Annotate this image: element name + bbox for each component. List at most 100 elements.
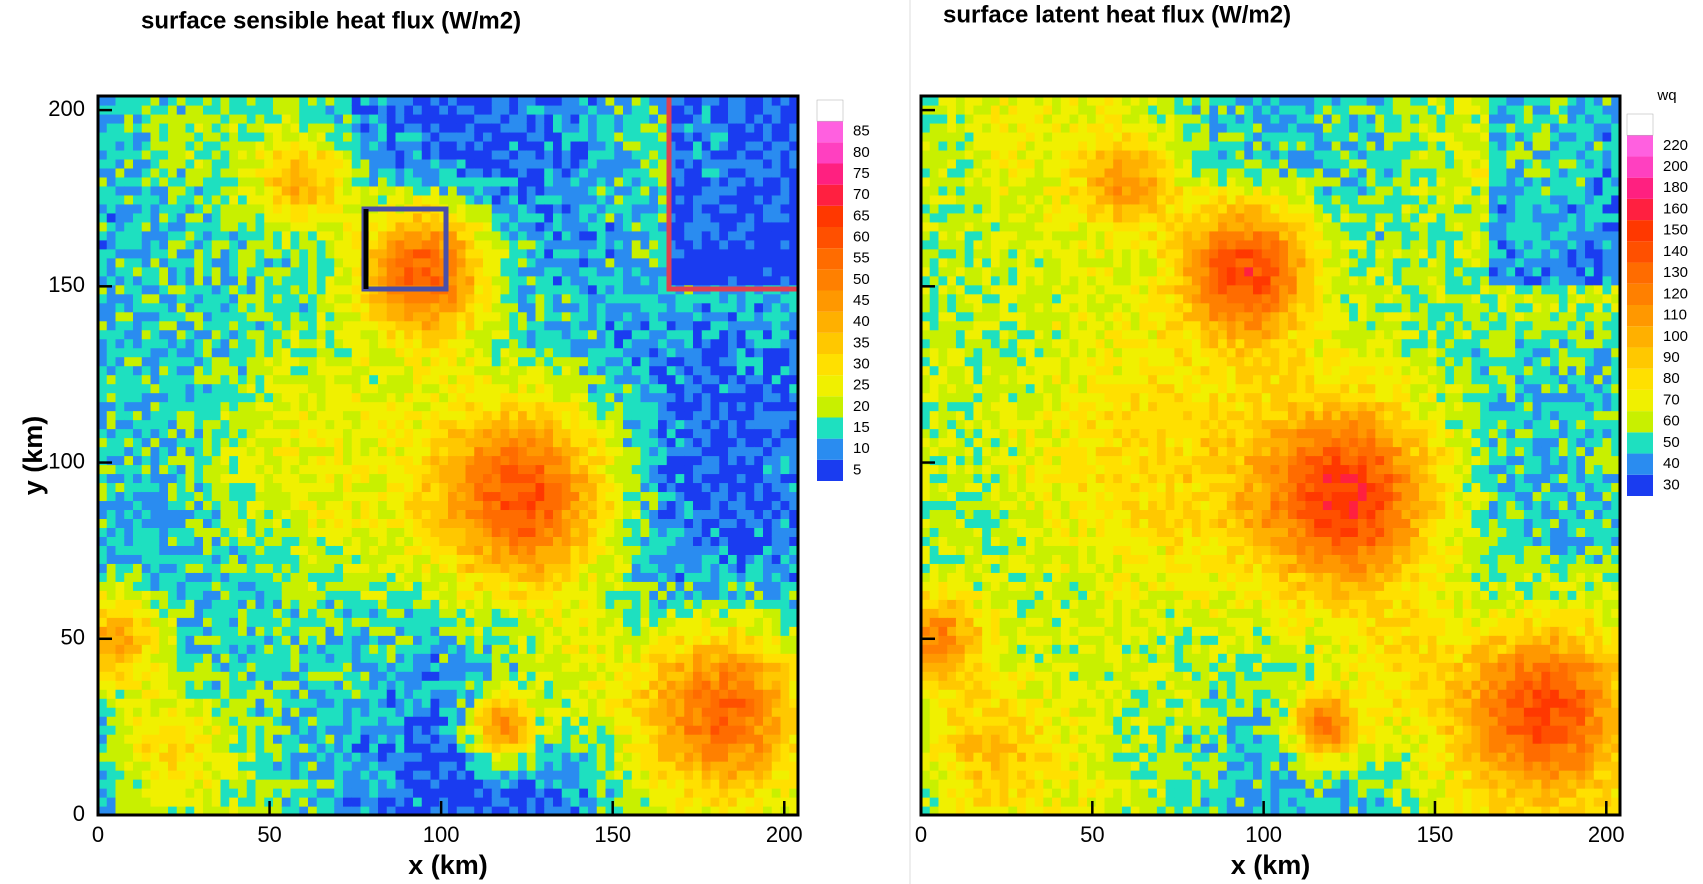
heatmap-cell	[116, 447, 125, 457]
heatmap-cell	[212, 159, 221, 169]
heatmap-cell	[264, 527, 273, 537]
heatmap-cell	[317, 527, 326, 537]
heatmap-cell	[116, 159, 125, 169]
heatmap-cell	[247, 123, 256, 133]
heatmap-cell	[151, 123, 160, 133]
heatmap-cell	[343, 509, 352, 519]
heatmap-cell	[422, 411, 431, 421]
heatmap-cell	[483, 635, 492, 645]
heatmap-cell	[229, 473, 238, 483]
heatmap-cell	[299, 626, 308, 636]
heatmap-cell	[133, 195, 142, 205]
heatmap-cell	[326, 590, 335, 600]
heatmap-cell	[186, 276, 195, 286]
heatmap-cell	[343, 590, 352, 600]
heatmap-cell	[352, 366, 361, 376]
heatmap-cell	[221, 420, 230, 430]
heatmap-cell	[229, 464, 238, 474]
heatmap-cell	[299, 680, 308, 690]
heatmap-cell	[168, 626, 177, 636]
heatmap-cell	[466, 590, 475, 600]
heatmap-cell	[177, 258, 186, 268]
heatmap-cell	[483, 222, 492, 232]
heatmap-cell	[159, 132, 168, 142]
heatmap-cell	[168, 438, 177, 448]
heatmap-cell	[317, 752, 326, 762]
heatmap-cell	[474, 527, 483, 537]
heatmap-cell	[107, 761, 116, 771]
heatmap-cell	[492, 518, 501, 528]
heatmap-cell	[221, 348, 230, 358]
heatmap-cell	[378, 788, 387, 798]
heatmap-cell	[501, 653, 510, 663]
heatmap-cell	[448, 509, 457, 519]
heatmap-cell	[501, 321, 510, 331]
heatmap-cell	[291, 186, 300, 196]
heatmap-cell	[124, 339, 133, 349]
heatmap-cell	[396, 491, 405, 501]
heatmap-cell	[256, 671, 265, 681]
heatmap-cell	[431, 797, 440, 807]
heatmap-cell	[509, 141, 518, 151]
heatmap-cell	[151, 563, 160, 573]
heatmap-cell	[142, 204, 151, 214]
heatmap-cell	[282, 114, 291, 124]
heatmap-cell	[212, 509, 221, 519]
heatmap-cell	[413, 482, 422, 492]
heatmap-cell	[256, 518, 265, 528]
heatmap-cell	[378, 716, 387, 726]
heatmap-cell	[518, 752, 527, 762]
heatmap-cell	[518, 734, 527, 744]
heatmap-cell	[194, 420, 203, 430]
heatmap-cell	[369, 330, 378, 340]
heatmap-cell	[264, 518, 273, 528]
heatmap-cell	[151, 294, 160, 304]
heatmap-cell	[282, 743, 291, 753]
heatmap-cell	[378, 402, 387, 412]
heatmap-cell	[404, 195, 413, 205]
heatmap-cell	[404, 105, 413, 115]
heatmap-cell	[343, 312, 352, 322]
heatmap-cell	[509, 644, 518, 654]
heatmap-cell	[396, 132, 405, 142]
heatmap-cell	[291, 285, 300, 295]
heatmap-cell	[483, 788, 492, 798]
heatmap-cell	[124, 536, 133, 546]
heatmap-cell	[247, 590, 256, 600]
heatmap-cell	[352, 653, 361, 663]
heatmap-cell	[256, 330, 265, 340]
heatmap-cell	[264, 231, 273, 241]
heatmap-cell	[509, 357, 518, 367]
heatmap-cell	[264, 159, 273, 169]
heatmap-cell	[343, 797, 352, 807]
heatmap-cell	[194, 456, 203, 466]
heatmap-cell	[396, 411, 405, 421]
heatmap-cell	[159, 752, 168, 762]
heatmap-cell	[212, 788, 221, 798]
heatmap-cell	[474, 635, 483, 645]
heatmap-cell	[448, 420, 457, 430]
heatmap-cell	[483, 285, 492, 295]
heatmap-cell	[142, 797, 151, 807]
heatmap-cell	[124, 698, 133, 708]
heatmap-cell	[124, 177, 133, 187]
heatmap-cell	[361, 186, 370, 196]
heatmap-cell	[369, 357, 378, 367]
heatmap-cell	[177, 770, 186, 780]
heatmap-cell	[282, 105, 291, 115]
heatmap-cell	[369, 680, 378, 690]
heatmap-cell	[282, 509, 291, 519]
heatmap-cell	[326, 788, 335, 798]
heatmap-cell	[387, 788, 396, 798]
heatmap-cell	[509, 249, 518, 259]
heatmap-cell	[186, 581, 195, 591]
heatmap-cell	[422, 518, 431, 528]
heatmap-cell	[282, 734, 291, 744]
heatmap-cell	[299, 249, 308, 259]
heatmap-cell	[492, 743, 501, 753]
heatmap-cell	[299, 222, 308, 232]
heatmap-cell	[203, 725, 212, 735]
heatmap-cell	[483, 429, 492, 439]
heatmap-cell	[492, 752, 501, 762]
heatmap-cell	[378, 491, 387, 501]
